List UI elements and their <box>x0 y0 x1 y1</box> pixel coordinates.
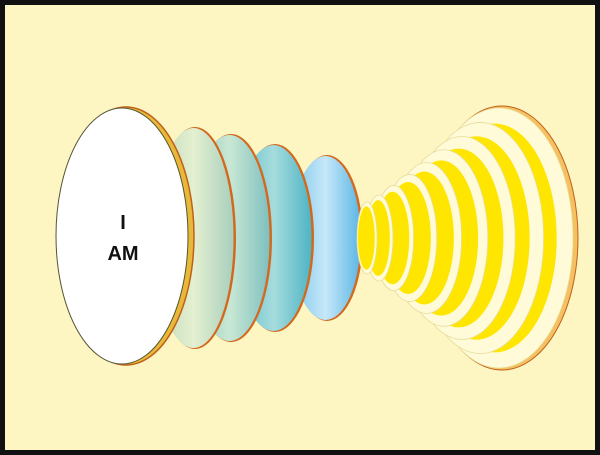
label-line-i: I <box>120 212 126 234</box>
right-cone-rings <box>356 105 579 371</box>
label-line-am: AM <box>107 243 138 265</box>
i-am-illustration: I AM <box>5 5 595 450</box>
cone-ring-inner-1 <box>358 206 375 270</box>
main-ellipse-face <box>55 107 189 365</box>
main-ellipse <box>55 106 195 366</box>
